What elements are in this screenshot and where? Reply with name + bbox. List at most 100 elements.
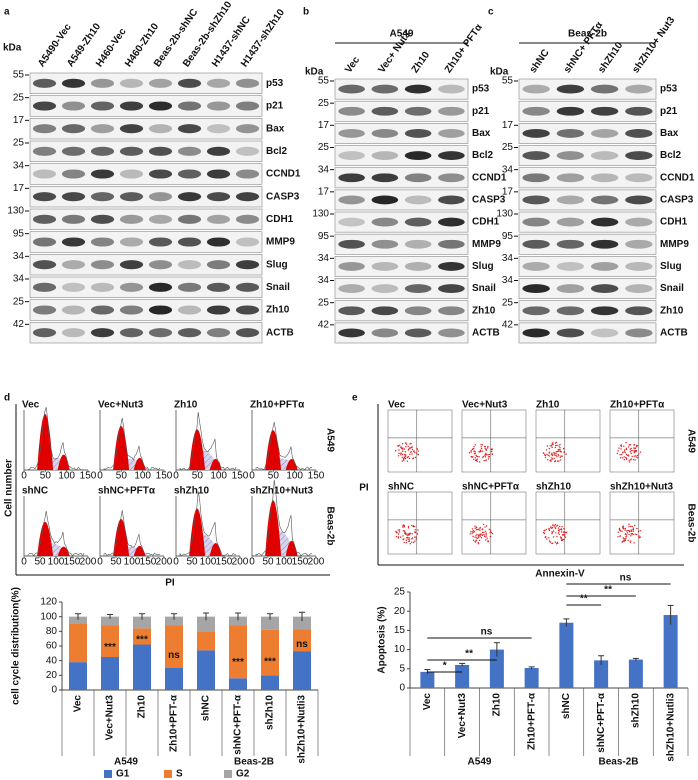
event-dot (622, 451, 624, 453)
y-axis-label: Cell number (4, 459, 15, 517)
x-tick-label: shZh10 (265, 695, 276, 730)
panel-label: a (4, 7, 10, 18)
band (404, 217, 432, 227)
band (61, 78, 86, 88)
plot-title: Vec+Nut3 (462, 400, 508, 411)
event-dot (471, 456, 473, 458)
event-dot (474, 452, 476, 454)
event-dot (477, 542, 479, 544)
lane-label: shNC (528, 48, 552, 76)
band (235, 169, 260, 179)
band (206, 192, 231, 202)
event-dot (400, 454, 402, 456)
kda-marker: 17 (13, 115, 25, 126)
event-dot (628, 523, 630, 525)
event-dot (557, 527, 560, 529)
y-tick-label: 100 (40, 611, 57, 622)
band (556, 84, 585, 94)
tick-label: 0 (21, 557, 27, 568)
event-dot (472, 535, 474, 538)
tick-label: 50 (34, 557, 46, 568)
band (90, 192, 115, 202)
event-dot (558, 455, 560, 457)
kda-marker: 130 (312, 209, 329, 220)
histogram-g2 (57, 546, 70, 556)
event-dot (470, 531, 472, 533)
kda-label: kDa (490, 67, 509, 78)
event-dot (620, 448, 622, 450)
panel-label: d (4, 393, 10, 404)
event-dot (408, 537, 410, 539)
blot-strip (334, 145, 469, 166)
event-dot (475, 539, 478, 541)
kda-marker: 25 (13, 138, 25, 149)
event-dot (621, 454, 623, 456)
event-dot (623, 456, 625, 458)
band (522, 284, 550, 294)
event-dot (563, 535, 566, 537)
band (177, 78, 202, 88)
legend-label: G1 (116, 769, 130, 780)
blot-strip (518, 167, 657, 189)
band (235, 305, 260, 315)
event-dot (481, 531, 484, 534)
event-dot (625, 537, 627, 539)
event-dot (630, 525, 632, 528)
kda-marker: 34 (13, 251, 25, 262)
event-dot (485, 532, 487, 534)
histogram-g1 (37, 521, 54, 556)
event-dot (633, 451, 636, 453)
event-dot (478, 528, 480, 530)
band (625, 106, 653, 116)
kda-marker: 34 (502, 253, 514, 264)
significance: ns (296, 639, 308, 650)
event-dot (484, 453, 486, 456)
kda-marker: 42 (502, 319, 514, 330)
bar (455, 664, 470, 688)
tick-label: 100 (276, 557, 293, 568)
event-dot (491, 453, 493, 455)
event-dot (480, 537, 483, 539)
blot-strip (29, 254, 263, 276)
event-dot (476, 537, 478, 539)
band (438, 195, 465, 205)
band (590, 217, 619, 227)
legend-swatch (224, 770, 232, 778)
histogram-outline (255, 421, 313, 471)
event-dot (402, 530, 405, 532)
histogram-outline (103, 417, 161, 471)
tick-label: 200 (156, 557, 173, 568)
event-dot (411, 533, 413, 535)
event-dot (411, 453, 413, 455)
band (625, 151, 653, 161)
event-dot (619, 530, 622, 532)
tick-label: 50 (40, 471, 52, 482)
x-axis-label: PI (165, 578, 175, 589)
event-dot (554, 527, 557, 530)
event-dot (550, 460, 552, 462)
tick-label: 150 (156, 471, 173, 482)
band (556, 284, 585, 294)
band (61, 214, 86, 224)
event-dot (555, 532, 557, 534)
x-tick-label: shZh10 (631, 693, 642, 728)
event-dot (630, 458, 632, 460)
event-dot (404, 531, 406, 533)
band (371, 261, 399, 271)
tick-label: 150 (80, 471, 97, 482)
band (438, 284, 465, 294)
event-dot (475, 535, 477, 537)
event-dot (632, 527, 635, 529)
event-dot (548, 540, 551, 542)
event-dot (554, 446, 557, 449)
band (177, 192, 202, 202)
event-dot (490, 448, 492, 450)
tick-label: 100 (286, 471, 303, 482)
blot-strip (518, 256, 657, 277)
plot-frame (535, 491, 601, 555)
plot-title: Vec (22, 400, 40, 411)
tick-label: 50 (116, 471, 128, 482)
event-dot (549, 445, 551, 447)
event-dot (628, 525, 630, 528)
event-dot (545, 449, 548, 451)
